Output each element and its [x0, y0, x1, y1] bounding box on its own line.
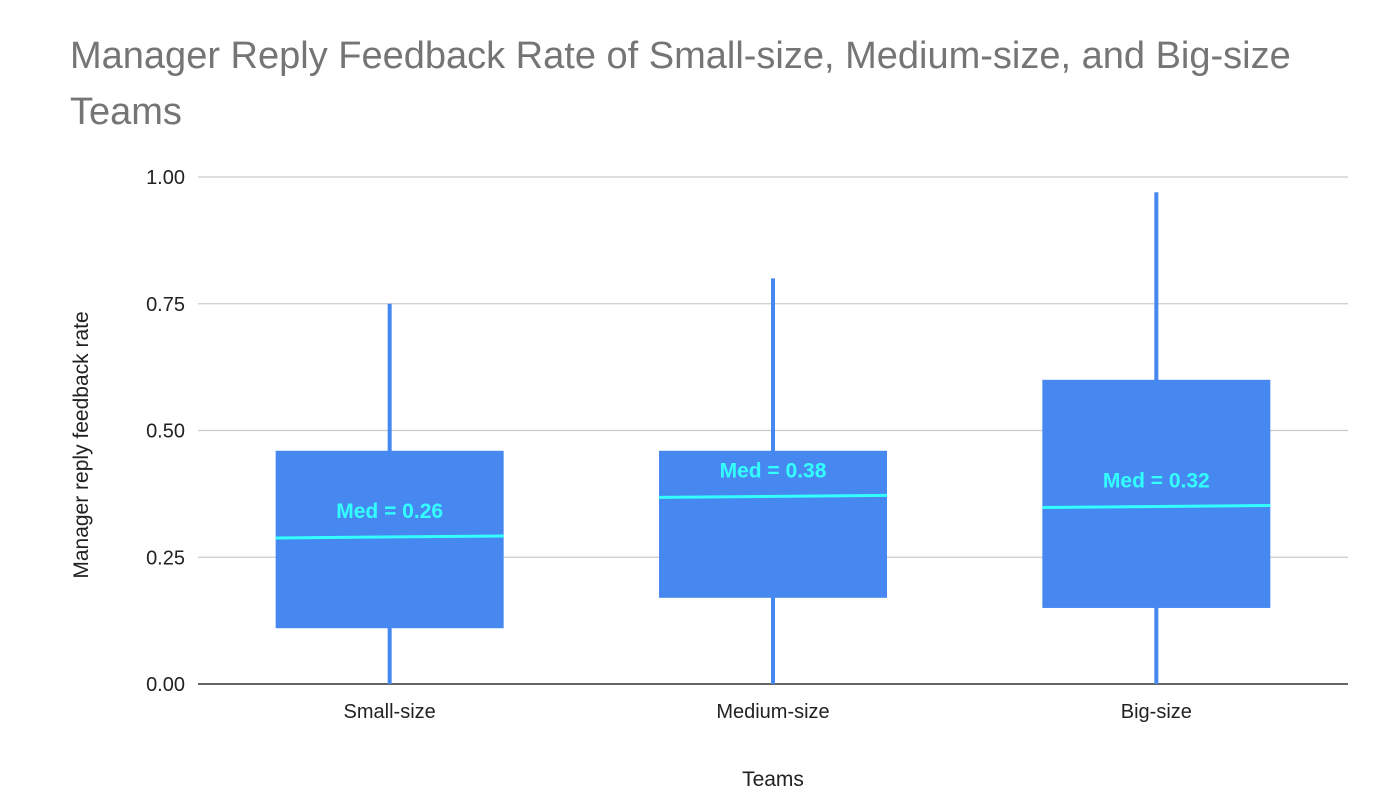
- y-tick-label: 1.00: [146, 167, 185, 189]
- chart-title: Manager Reply Feedback Rate of Small-siz…: [70, 35, 1291, 133]
- box-iqr: [275, 450, 504, 629]
- x-tick-label: Medium-size: [716, 701, 829, 723]
- median-line: [658, 493, 888, 499]
- median-label: Med = 0.26: [336, 500, 443, 523]
- median-line: [1042, 504, 1271, 510]
- median-label: Med = 0.38: [720, 459, 827, 482]
- y-tick-label: 0.50: [146, 421, 185, 443]
- y-tick-label: 0.25: [146, 547, 185, 569]
- box-iqr: [659, 450, 887, 598]
- x-axis-ticks: Small-size Medium-size Big-size: [344, 701, 1192, 723]
- x-axis-title: Teams: [742, 768, 804, 791]
- x-tick-label: Big-size: [1121, 701, 1192, 723]
- y-tick-label: 0.75: [146, 294, 185, 316]
- median-line: [275, 534, 504, 540]
- y-axis-ticks: 0.00 0.25 0.50 0.75 1.00: [146, 167, 185, 696]
- box-medium-size: Med = 0.38: [658, 278, 888, 684]
- box-big-size: Med = 0.32: [1042, 192, 1271, 684]
- median-label: Med = 0.32: [1103, 470, 1210, 493]
- x-tick-label: Small-size: [344, 701, 436, 723]
- box-small-size: Med = 0.26: [275, 303, 504, 684]
- box-series: Med = 0.26 Med = 0.38 Med = 0.32: [275, 192, 1271, 684]
- box-iqr: [1042, 379, 1271, 608]
- y-tick-label: 0.00: [146, 674, 185, 696]
- y-axis-title: Manager reply feedback rate: [70, 311, 93, 578]
